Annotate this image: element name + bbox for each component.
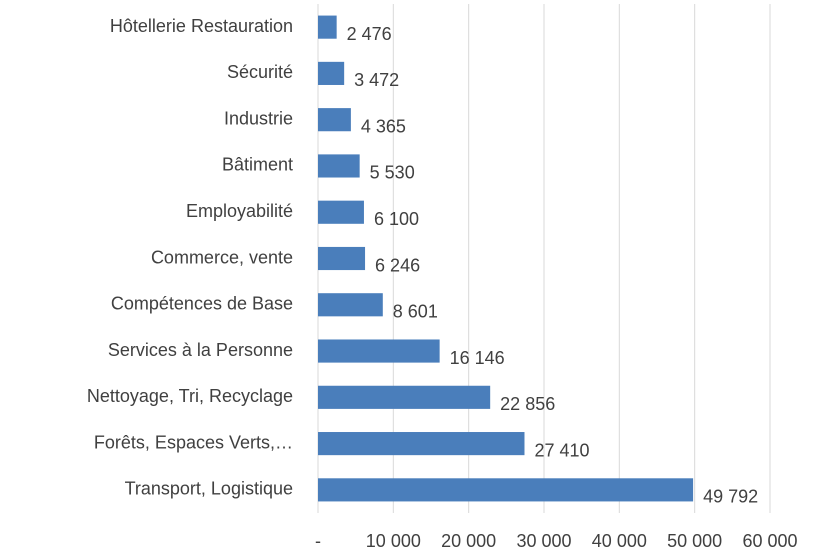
y-tick-label: Transport, Logistique [125,479,293,499]
y-tick-label: Nettoyage, Tri, Recyclage [87,386,293,406]
x-tick-label: 60 000 [742,531,797,551]
y-tick-label: Employabilité [186,201,293,221]
y-tick-label: Services à la Personne [108,340,293,360]
bar [318,154,360,178]
x-tick-label: - [315,531,321,551]
value-label: 3 472 [354,70,399,90]
y-tick-label: Hôtellerie Restauration [110,16,293,36]
x-tick-label: 30 000 [516,531,571,551]
value-label: 27 410 [534,440,589,460]
value-label: 16 146 [450,348,505,368]
x-tick-label: 50 000 [667,531,722,551]
x-tick-label: 20 000 [441,531,496,551]
bar [318,293,383,317]
x-tick-label: 40 000 [592,531,647,551]
y-tick-label: Compétences de Base [111,294,293,314]
value-label: 6 100 [374,209,419,229]
value-label: 5 530 [370,163,415,183]
bar [318,432,525,456]
x-tick-label: 10 000 [366,531,421,551]
value-label: 22 856 [500,394,555,414]
y-tick-label: Industrie [224,108,293,128]
bar [318,246,366,271]
bar [318,108,351,132]
value-label: 4 365 [361,116,406,136]
value-label: 6 246 [375,255,420,275]
y-tick-label: Bâtiment [222,155,293,175]
value-label: 8 601 [393,302,438,322]
bar [318,15,337,39]
bar [318,339,440,363]
value-label: 2 476 [347,24,392,44]
bar [318,385,491,409]
y-tick-label: Forêts, Espaces Verts,… [94,432,293,452]
bar [318,478,694,502]
bar [318,61,345,85]
value-label: 49 792 [703,487,758,507]
bar [318,200,364,224]
y-tick-label: Sécurité [227,62,293,82]
y-tick-label: Commerce, vente [151,247,293,267]
